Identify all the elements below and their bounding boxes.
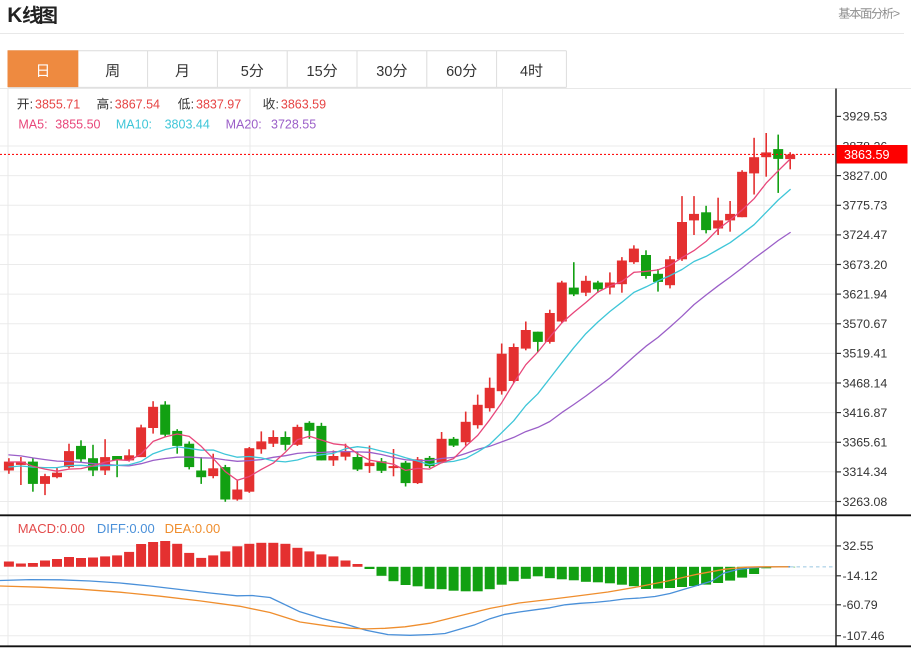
svg-text:3519.41: 3519.41 [843,347,888,361]
svg-text::: : [30,98,33,112]
svg-text:DEA:0.00: DEA:0.00 [165,521,221,536]
svg-text:-60.79: -60.79 [843,598,878,612]
svg-text:3775.73: 3775.73 [843,199,888,213]
svg-text:3263.08: 3263.08 [843,495,888,509]
svg-text:3867.54: 3867.54 [115,98,160,112]
svg-text::: : [109,98,112,112]
svg-text::: : [276,98,279,112]
svg-text:3673.20: 3673.20 [843,258,888,272]
svg-text:3570.67: 3570.67 [843,317,888,331]
svg-text::: : [191,98,194,112]
svg-text:60: 60 [446,64,462,80]
svg-text:MA10:: MA10: [116,118,152,132]
svg-text:3855.71: 3855.71 [35,98,80,112]
svg-text:3724.47: 3724.47 [843,228,888,242]
svg-text:K: K [7,4,22,27]
svg-text:>: > [893,7,900,21]
svg-text:3863.59: 3863.59 [844,148,890,162]
svg-text:3468.14: 3468.14 [843,376,888,390]
svg-text:3621.94: 3621.94 [843,287,888,301]
svg-text:3837.97: 3837.97 [196,98,241,112]
svg-text:3855.50: 3855.50 [55,118,100,132]
svg-text:5: 5 [241,64,249,80]
svg-text:15: 15 [307,64,323,80]
svg-text:30: 30 [376,64,392,80]
svg-text:MA5:: MA5: [18,118,47,132]
svg-text:MACD:0.00: MACD:0.00 [18,521,85,536]
svg-text:-14.12: -14.12 [843,569,878,583]
svg-text:-107.46: -107.46 [843,629,885,643]
svg-text:3929.53: 3929.53 [843,110,888,124]
svg-text:3416.87: 3416.87 [843,406,888,420]
svg-text:32.55: 32.55 [843,539,874,553]
svg-text:4: 4 [520,64,528,80]
svg-text:3365.61: 3365.61 [843,436,888,450]
svg-text:3803.44: 3803.44 [165,118,210,132]
svg-text:MA20:: MA20: [226,118,262,132]
svg-text:DIFF:0.00: DIFF:0.00 [97,521,155,536]
svg-text:3728.55: 3728.55 [271,118,316,132]
svg-text:3314.34: 3314.34 [843,465,888,479]
svg-text:3827.00: 3827.00 [843,169,888,183]
svg-text:3863.59: 3863.59 [281,98,326,112]
